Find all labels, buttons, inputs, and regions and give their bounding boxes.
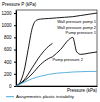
y-tick-label: 1000: [1, 23, 12, 28]
plot-area: 0 200 400 600 800 1000 1200 Wall pressure pump …: [1, 10, 97, 89]
y-tick-mark: [14, 62, 16, 63]
series-label: Wall pressure pump 1: [57, 19, 97, 24]
y-tick: 200: [4, 72, 16, 77]
y-tick-label: 0: [9, 84, 12, 89]
series-label: Pump pressure 2: [52, 57, 83, 62]
x-axis-line: [17, 86, 98, 87]
series-line: [16, 13, 97, 86]
y-tick-label: 200: [4, 72, 12, 77]
y-tick-label: 800: [4, 35, 12, 40]
y-tick-mark: [14, 74, 16, 75]
y-tick: 1200: [1, 11, 16, 16]
y-axis-line: [16, 11, 17, 87]
series-label: Wall pressure pump 2: [57, 25, 97, 30]
y-tick: 400: [4, 60, 16, 65]
x-axis-title: Pressure (kPa): [67, 88, 98, 93]
y-tick-label: 1200: [1, 11, 12, 16]
y-axis-title: Pressure P (kPa): [2, 2, 37, 7]
y-tick: 1000: [1, 23, 16, 28]
legend: Axisymmetric plastic instability: [6, 94, 75, 99]
series-label: Pump pressure 1: [66, 30, 97, 35]
legend-label: Axisymmetric plastic instability: [16, 94, 75, 99]
chart: 0 200 400 600 800 1000 1200 Wall pressure pump …: [0, 0, 100, 102]
series-line: [52, 37, 97, 56]
y-tick: 600: [4, 47, 16, 52]
series-line: [16, 43, 52, 86]
y-axis: 0 200 400 600 800 1000 1200: [1, 11, 16, 89]
series-group: [16, 13, 97, 86]
plot-frame: [16, 10, 97, 86]
y-tick-mark: [14, 37, 16, 38]
y-tick-mark: [14, 13, 16, 14]
y-tick-mark: [14, 50, 16, 51]
series-line: [16, 57, 52, 86]
y-tick-mark: [14, 86, 16, 87]
y-tick-mark: [14, 25, 16, 26]
y-tick-label: 600: [4, 47, 12, 52]
x-axis: [17, 86, 98, 87]
y-tick: 800: [4, 35, 16, 40]
legend-swatch: [6, 96, 14, 97]
y-tick-label: 400: [4, 60, 12, 65]
series-line: [16, 71, 97, 86]
y-tick: 0: [9, 84, 16, 89]
